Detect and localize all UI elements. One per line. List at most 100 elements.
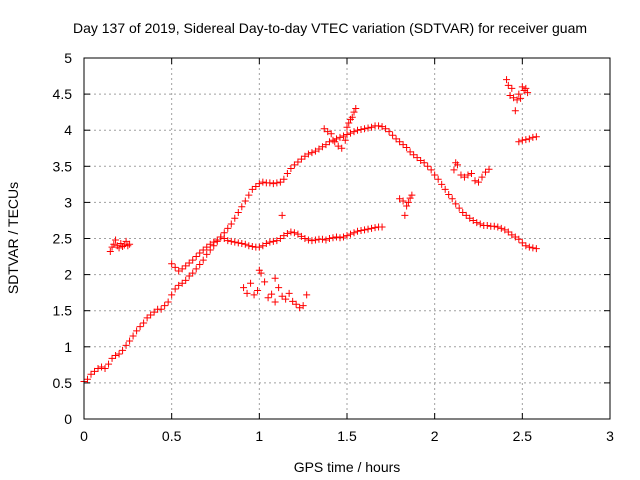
data-point-late-clusters	[506, 92, 514, 100]
data-point-late-clusters	[508, 84, 516, 92]
data-point-late-clusters	[511, 107, 519, 115]
data-point-late-clusters	[518, 136, 526, 144]
data-point-main-rising-falling	[361, 125, 369, 133]
data-point-late-clusters	[522, 136, 530, 144]
data-point-main-rising-falling	[343, 131, 351, 139]
data-point-main-rising-falling	[424, 162, 432, 170]
data-point-main-rising-falling	[129, 332, 137, 340]
x-axis-label: GPS time / hours	[294, 459, 401, 475]
data-point-main-rising-falling	[301, 152, 309, 160]
data-point-main-rising-falling	[224, 224, 232, 232]
data-point-lower-branch	[378, 223, 386, 231]
data-point-early-cluster	[117, 240, 125, 248]
data-point-late-clusters	[529, 133, 537, 141]
data-point-main-rising-falling	[122, 341, 130, 349]
y-tick-label: 4.5	[53, 86, 73, 102]
data-point-main-rising-falling	[84, 375, 92, 383]
data-point-main-rising-falling	[315, 145, 323, 153]
y-tick-label: 1	[64, 339, 72, 355]
data-point-main-rising-falling	[396, 138, 404, 146]
data-point-scattered-low	[261, 278, 269, 286]
data-point-lower-branch	[304, 236, 312, 244]
data-point-main-rising-falling	[466, 214, 474, 222]
data-point-main-rising-falling	[276, 178, 284, 186]
data-point-late-clusters	[453, 161, 461, 169]
data-point-lower-branch	[206, 240, 214, 248]
data-point-main-rising-falling	[234, 209, 242, 217]
data-point-main-rising-falling	[382, 125, 390, 133]
data-point-late-clusters	[408, 191, 416, 199]
y-tick-label: 0.5	[53, 375, 73, 391]
data-point-late-clusters	[471, 177, 479, 185]
data-point-early-cluster	[124, 242, 132, 250]
data-point-main-rising-falling	[87, 370, 95, 378]
data-point-scattered-low	[278, 211, 286, 219]
data-point-early-cluster	[106, 247, 114, 255]
data-point-scattered-low	[247, 279, 255, 287]
data-point-lower-branch	[325, 235, 333, 242]
data-point-late-clusters	[517, 94, 525, 102]
data-point-main-rising-falling	[189, 269, 197, 277]
data-point-main-rising-falling	[175, 281, 183, 289]
data-point-lower-branch	[269, 237, 277, 245]
data-point-lower-branch	[220, 235, 228, 242]
data-point-lower-branch	[280, 232, 288, 240]
data-point-main-rising-falling	[410, 151, 418, 159]
x-tick-label: 3	[606, 428, 614, 444]
data-point-main-rising-falling	[308, 149, 316, 157]
data-point-main-rising-falling	[476, 220, 484, 228]
data-point-early-cluster	[120, 241, 128, 249]
data-point-main-rising-falling	[455, 204, 463, 212]
data-point-scattered-low	[250, 291, 258, 299]
data-point-late-clusters	[532, 133, 540, 141]
data-point-late-clusters	[404, 198, 412, 206]
data-point-main-rising-falling	[227, 220, 235, 228]
data-point-lower-branch	[339, 233, 347, 241]
x-tick-label: 0	[80, 428, 88, 444]
data-point-lower-branch	[311, 236, 319, 244]
data-point-main-rising-falling	[161, 302, 169, 310]
data-point-main-rising-falling	[196, 260, 204, 268]
data-point-late-clusters	[334, 142, 342, 150]
data-point-main-rising-falling	[185, 272, 193, 280]
data-point-main-rising-falling	[255, 180, 263, 188]
data-point-scattered-low	[255, 266, 263, 274]
data-point-lower-branch	[189, 256, 197, 264]
data-point-main-rising-falling	[364, 124, 372, 132]
data-point-lower-branch	[273, 237, 281, 245]
data-point-main-rising-falling	[150, 308, 158, 316]
y-tick-label: 4	[64, 122, 72, 138]
data-point-main-rising-falling	[133, 327, 141, 335]
x-tick-label: 1	[255, 428, 263, 444]
data-point-main-rising-falling	[238, 203, 246, 211]
data-point-lower-branch	[354, 227, 362, 235]
data-point-scattered-low	[296, 304, 304, 312]
data-point-main-rising-falling	[522, 242, 530, 250]
data-point-main-rising-falling	[252, 183, 260, 191]
data-point-lower-branch	[347, 230, 355, 238]
data-point-scattered-low	[271, 274, 279, 282]
data-point-early-cluster	[122, 237, 130, 245]
data-point-main-rising-falling	[375, 122, 383, 130]
data-point-main-rising-falling	[112, 351, 120, 359]
data-point-main-rising-falling	[164, 298, 172, 306]
data-point-lower-branch	[357, 227, 365, 235]
data-point-main-rising-falling	[445, 190, 453, 198]
data-point-lower-branch	[238, 240, 246, 248]
data-point-main-rising-falling	[389, 131, 397, 139]
data-point-late-clusters	[327, 130, 335, 138]
data-point-late-clusters	[510, 94, 518, 102]
data-point-main-rising-falling	[525, 243, 533, 251]
data-point-main-rising-falling	[294, 158, 302, 166]
data-point-main-rising-falling	[266, 179, 274, 187]
data-point-late-clusters	[457, 171, 465, 179]
data-point-main-rising-falling	[140, 319, 148, 327]
data-point-main-rising-falling	[318, 143, 326, 151]
y-tick-label: 3.5	[53, 158, 73, 174]
data-point-late-clusters	[406, 194, 414, 202]
data-point-main-rising-falling	[508, 231, 516, 239]
data-point-main-rising-falling	[532, 245, 540, 253]
y-tick-label: 2	[64, 267, 72, 283]
y-tick-label: 5	[64, 50, 72, 66]
